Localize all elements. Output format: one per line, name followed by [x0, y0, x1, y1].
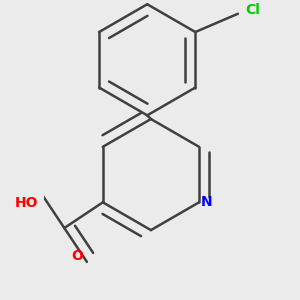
Text: N: N [201, 195, 212, 209]
Text: O: O [72, 249, 84, 263]
Text: Cl: Cl [245, 3, 260, 17]
Text: HO: HO [15, 196, 39, 210]
